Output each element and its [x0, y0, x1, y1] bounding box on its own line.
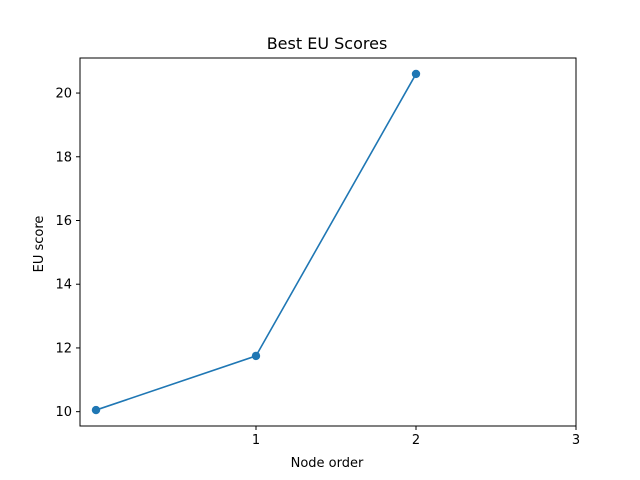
y-axis-label: EU score: [32, 216, 47, 273]
y-tick-label: 18: [55, 150, 72, 165]
y-tick-label: 16: [55, 214, 72, 229]
series-layer: [91, 69, 421, 415]
x-tick-label: 1: [252, 433, 260, 448]
data-point: [91, 405, 101, 415]
plot-frame: [79, 57, 577, 427]
x-axis-label: Node order: [291, 456, 364, 471]
x-tick-label: 2: [412, 433, 420, 448]
data-point: [251, 351, 261, 361]
data-point: [411, 69, 421, 79]
y-tick-label: 12: [55, 341, 72, 356]
y-tick-label: 20: [55, 87, 72, 102]
y-tick-label: 14: [55, 278, 72, 293]
x-tick-label: 3: [572, 433, 580, 448]
chart-title: Best EU Scores: [267, 34, 388, 53]
plot-area: [80, 58, 576, 426]
y-tick-label: 10: [55, 405, 72, 420]
